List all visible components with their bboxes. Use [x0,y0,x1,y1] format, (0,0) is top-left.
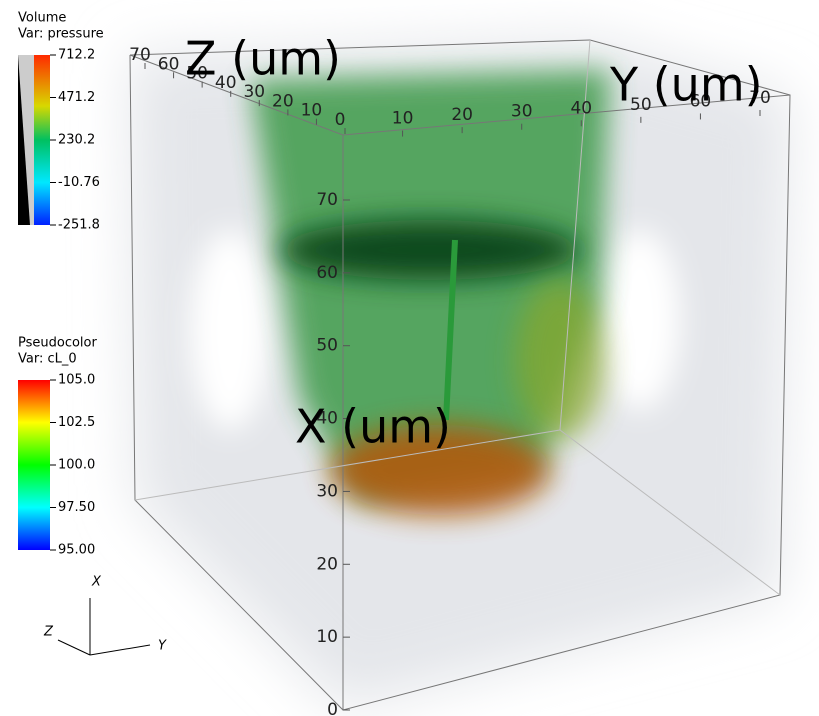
z-tick-label: 60 [158,54,180,74]
y-tick-label: 20 [451,105,473,125]
y-tick-label: 30 [511,102,533,122]
visualization: Volume Var: pressure 712.2 471.2 230.2 -10.7… [0,0,819,716]
legend-variable: Var: pressure [18,27,104,42]
x-tick-label: 60 [316,263,338,283]
legend-label: 105.0 [58,373,95,388]
z-tick-label: 70 [129,45,151,65]
legend-variable: Var: cL_0 [18,352,77,367]
legend-label: -10.76 [58,175,100,190]
z-tick-label: 10 [301,101,323,121]
x-tick-label: 20 [316,554,338,574]
triad-axis [58,640,90,655]
x-tick-label: 0 [327,700,338,716]
z-axis-title: Z (um) [185,32,341,86]
x-tick-label: 50 [316,336,338,356]
triad-label: Y [158,639,167,654]
legend-label: 97.50 [58,500,95,515]
legend-label: -251.8 [58,218,100,233]
legend-label: 95.00 [58,543,95,558]
x-tick-label: 70 [316,190,338,210]
color-bar [18,380,50,550]
legend-label: 100.0 [58,458,95,473]
legend-title: Pseudocolor [18,336,97,351]
triad-axis [90,645,150,655]
legend-label: 712.2 [58,48,95,63]
y-tick-label: 40 [570,98,592,118]
legend-label: 102.5 [58,415,95,430]
y-axis-title: Y (um) [609,58,763,112]
x-tick-label: 30 [316,481,338,501]
legend-title: Volume [18,11,66,26]
x-tick-label: 10 [316,627,338,647]
legend-label: 230.2 [58,133,95,148]
y-tick-label: 10 [392,109,414,129]
color-bar [34,55,50,225]
z-tick-label: 0 [335,110,346,130]
volume-rendering [130,40,790,710]
z-tick-label: 20 [272,91,294,111]
triad-label: X [91,575,102,590]
x-axis-title: X (um) [295,400,451,454]
triad-label: Z [43,625,54,640]
legend-label: 471.2 [58,90,95,105]
